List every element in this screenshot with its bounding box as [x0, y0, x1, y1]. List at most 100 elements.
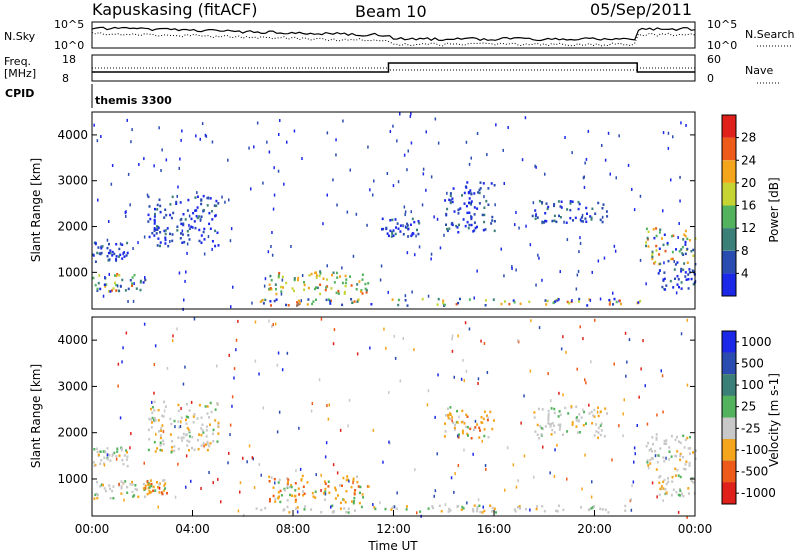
heatmap-cell	[486, 153, 488, 157]
heatmap-cell	[211, 210, 213, 213]
heatmap-cell	[655, 234, 658, 238]
heatmap-cell	[173, 445, 176, 448]
heatmap-cell	[333, 281, 336, 284]
heatmap-cell	[206, 412, 209, 415]
heatmap-cell	[125, 331, 128, 335]
heatmap-cell	[694, 449, 697, 452]
heatmap-cell	[473, 192, 476, 195]
heatmap-cell	[344, 501, 347, 504]
heatmap-cell	[388, 440, 390, 444]
heatmap-cell	[445, 223, 447, 226]
heatmap-cell	[280, 292, 283, 296]
heatmap-cell	[483, 213, 486, 217]
heatmap-cell	[407, 235, 410, 238]
heatmap-cell	[468, 327, 471, 331]
heatmap-cell	[255, 507, 258, 510]
yaxis-tick-label: 3000	[57, 379, 88, 393]
heatmap-cell	[342, 476, 345, 480]
heatmap-cell	[503, 182, 505, 185]
heatmap-cell	[108, 220, 110, 223]
heatmap-cell	[569, 208, 572, 212]
heatmap-cell	[453, 426, 456, 430]
heatmap-cell	[351, 301, 354, 304]
heatmap-cell	[663, 233, 666, 236]
heatmap-cell	[586, 212, 588, 215]
heatmap-cell	[486, 418, 489, 422]
heatmap-cell	[578, 297, 581, 301]
heatmap-cell	[131, 480, 133, 484]
heatmap-cell	[320, 473, 322, 477]
heatmap-cell	[216, 364, 218, 368]
heatmap-cell	[390, 235, 393, 238]
heatmap-cell	[600, 429, 603, 432]
heatmap-cell	[188, 449, 190, 452]
heatmap-cell	[682, 238, 685, 241]
heatmap-cell	[283, 508, 286, 511]
heatmap-cell	[396, 491, 398, 495]
heatmap-cell	[493, 229, 496, 233]
heatmap-cell	[578, 431, 581, 434]
heatmap-cell	[209, 401, 212, 405]
heatmap-cell	[330, 287, 333, 290]
heatmap-cell	[443, 435, 446, 438]
heatmap-cell	[286, 485, 289, 488]
heatmap-cell	[203, 238, 206, 241]
heatmap-cell	[406, 251, 409, 255]
heatmap-cell	[131, 483, 134, 486]
heatmap-cell	[551, 219, 554, 223]
heatmap-cell	[304, 505, 306, 508]
heatmap-cell	[485, 199, 488, 203]
heatmap-cell	[663, 439, 666, 443]
yaxis-tick-label: 2000	[57, 220, 88, 234]
heatmap-cell	[688, 271, 691, 274]
heatmap-cell	[166, 227, 169, 230]
heatmap-cell	[214, 229, 217, 233]
heatmap-cell	[120, 492, 123, 495]
heatmap-cell	[485, 467, 487, 471]
heatmap-cell	[157, 226, 160, 230]
heatmap-cell	[437, 373, 439, 377]
heatmap-cell	[624, 331, 627, 335]
heatmap-cell	[230, 305, 232, 309]
heatmap-cell	[607, 511, 610, 514]
heatmap-cell	[601, 207, 604, 210]
heatmap-cell	[633, 446, 636, 450]
heatmap-cell	[535, 165, 537, 169]
heatmap-cell	[483, 195, 485, 199]
heatmap-cell	[268, 475, 271, 479]
xaxis-tick-label: 00:00	[75, 522, 110, 536]
heatmap-cell	[645, 244, 647, 248]
heatmap-cell	[303, 508, 306, 511]
heatmap-cell	[443, 233, 445, 237]
heatmap-cell	[535, 212, 537, 216]
heatmap-cell	[654, 449, 657, 453]
heatmap-cell	[433, 494, 435, 498]
heatmap-cell	[216, 440, 219, 443]
heatmap-cell	[547, 414, 550, 417]
heatmap-cell	[692, 476, 695, 480]
heatmap-cell	[161, 148, 163, 152]
heatmap-cell	[557, 504, 560, 507]
heatmap-cell	[543, 510, 546, 513]
heatmap-cell	[178, 166, 180, 170]
heatmap-cell	[677, 510, 680, 514]
heatmap-cell	[302, 494, 305, 497]
nsky-tick-top: 10^5	[54, 18, 84, 31]
heatmap-cell	[646, 238, 649, 241]
heatmap-cell	[206, 196, 209, 200]
heatmap-cell	[109, 290, 112, 293]
heatmap-cell	[507, 126, 509, 129]
heatmap-cell	[684, 468, 687, 471]
heatmap-cell	[672, 286, 675, 289]
heatmap-cell	[542, 445, 544, 449]
heatmap-cell	[120, 284, 122, 288]
heatmap-cell	[131, 490, 134, 494]
heatmap-cell	[655, 227, 658, 230]
heatmap-cell	[585, 220, 588, 223]
heatmap-cell	[349, 168, 351, 172]
heatmap-cell	[206, 442, 209, 446]
heatmap-cell	[471, 507, 474, 511]
heatmap-cell	[108, 454, 111, 457]
heatmap-cell	[529, 508, 531, 512]
heatmap-cell	[97, 453, 100, 457]
